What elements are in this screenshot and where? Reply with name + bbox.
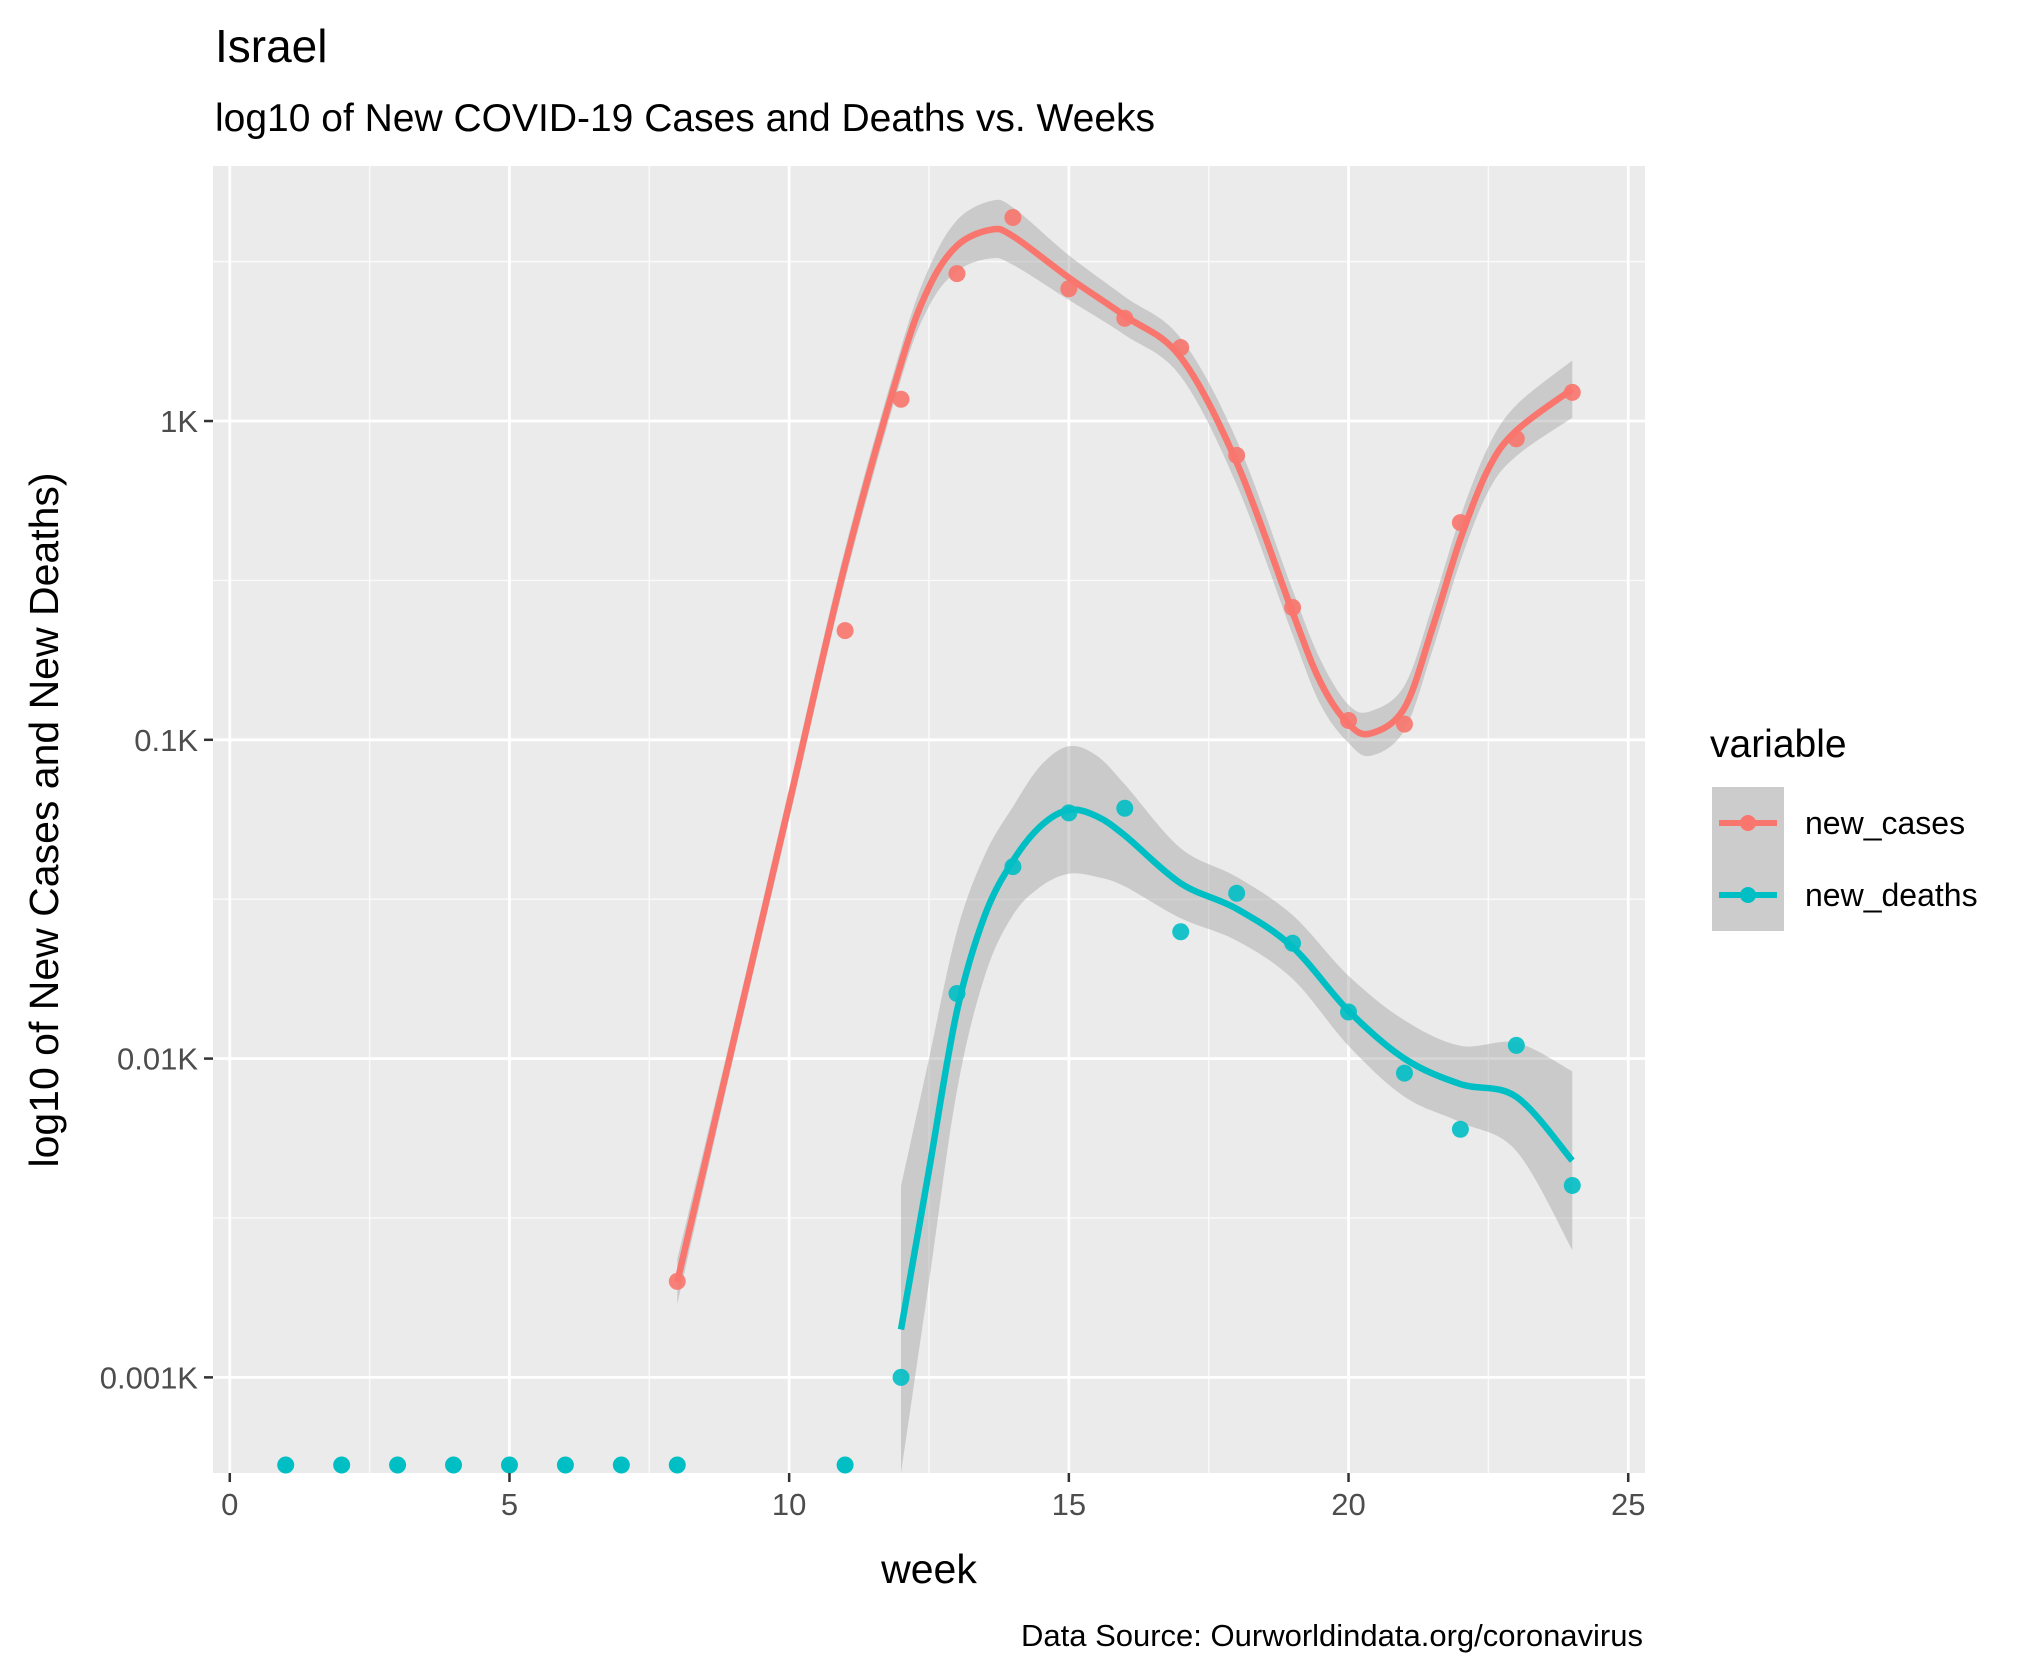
data-point-new-deaths-zero	[500, 1456, 518, 1474]
data-point-new-cases	[668, 1272, 686, 1290]
chart-subtitle: log10 of New COVID-19 Cases and Deaths v…	[215, 97, 1155, 140]
y-tick-label: 0.1K	[134, 723, 198, 758]
data-point-new-cases	[1228, 446, 1246, 464]
data-point-new-cases	[892, 390, 910, 408]
x-tick-label: 10	[772, 1487, 806, 1522]
data-point-new-deaths	[948, 985, 966, 1003]
data-points	[277, 208, 1581, 1474]
legend-title: variable	[1710, 723, 1847, 766]
y-tick-label: 0.001K	[100, 1360, 199, 1395]
x-tick-label: 5	[501, 1487, 518, 1522]
data-point-new-cases	[948, 265, 966, 283]
data-point-new-deaths-zero	[277, 1456, 295, 1474]
x-tick-label: 25	[1611, 1487, 1645, 1522]
data-point-new-deaths-zero	[389, 1456, 407, 1474]
data-point-new-deaths	[1395, 1064, 1413, 1082]
data-point-new-deaths-zero	[333, 1456, 351, 1474]
grid-major	[213, 166, 1645, 1473]
data-point-new-cases	[1563, 383, 1581, 401]
data-point-new-deaths	[1507, 1036, 1525, 1054]
x-axis: 0 5 10 15 20 25	[221, 1473, 1645, 1522]
data-point-new-cases	[1395, 715, 1413, 733]
legend-label-new-cases: new_cases	[1805, 805, 1965, 841]
legend-label-new-deaths: new_deaths	[1805, 877, 1978, 913]
data-point-new-cases	[1284, 599, 1302, 617]
legend: variable new_cases new_deaths	[1710, 723, 1978, 931]
data-point-new-deaths	[1563, 1176, 1581, 1194]
data-point-new-deaths	[1172, 923, 1190, 941]
x-axis-title: week	[880, 1546, 977, 1592]
chart-caption: Data Source: Ourworldindata.org/coronavi…	[1021, 1618, 1643, 1653]
data-point-new-cases	[1004, 208, 1022, 226]
data-point-new-cases	[1507, 430, 1525, 448]
legend-dot-new-deaths	[1740, 887, 1756, 903]
data-point-new-deaths	[1116, 799, 1134, 817]
legend-item-new-deaths: new_deaths	[1712, 859, 1978, 931]
chart-title: Israel	[215, 20, 327, 72]
data-point-new-deaths-zero	[668, 1456, 686, 1474]
data-point-new-deaths	[1228, 884, 1246, 902]
legend-dot-new-cases	[1740, 815, 1756, 831]
data-point-new-deaths-zero	[445, 1456, 463, 1474]
data-point-new-cases	[836, 622, 854, 640]
data-point-new-deaths	[1004, 858, 1022, 876]
data-point-new-deaths-zero	[556, 1456, 574, 1474]
data-point-new-cases	[1116, 309, 1134, 327]
x-tick-label: 15	[1052, 1487, 1086, 1522]
data-point-new-cases	[1172, 339, 1190, 357]
x-tick-label: 20	[1331, 1487, 1365, 1522]
data-point-new-cases	[1060, 280, 1078, 298]
y-axis-title: log10 of New Cases and New Deaths)	[21, 472, 67, 1167]
data-point-new-deaths-zero	[836, 1456, 854, 1474]
grid-minor	[213, 166, 1645, 1473]
data-point-new-deaths-zero	[612, 1456, 630, 1474]
y-tick-label: 1K	[160, 404, 198, 439]
legend-item-new-cases: new_cases	[1712, 787, 1965, 859]
data-point-new-cases	[1451, 514, 1469, 532]
data-point-new-deaths	[1284, 934, 1302, 952]
data-point-new-deaths	[1060, 804, 1078, 822]
x-tick-label: 0	[221, 1487, 238, 1522]
y-tick-label: 0.01K	[117, 1042, 198, 1077]
smooth-line-new-deaths	[897, 806, 1575, 1331]
data-point-new-deaths	[1451, 1120, 1469, 1138]
y-axis: 0.001K 0.01K 0.1K 1K	[100, 404, 213, 1395]
data-point-new-cases	[1340, 711, 1358, 729]
data-point-new-deaths	[892, 1368, 910, 1386]
data-point-new-deaths	[1340, 1003, 1358, 1021]
